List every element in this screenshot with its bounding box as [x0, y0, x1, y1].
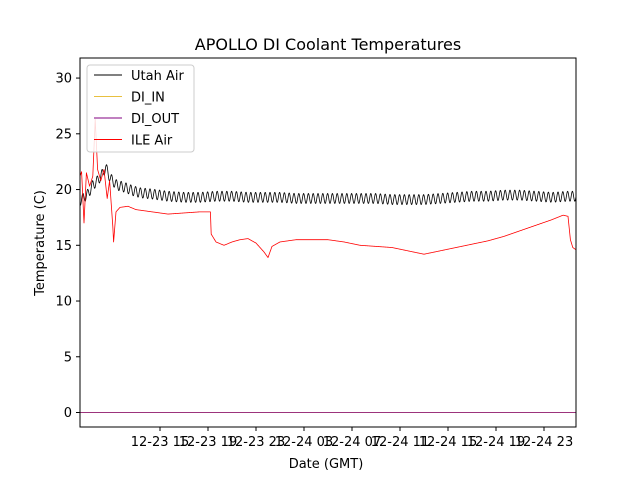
- x-tick-label: 12-24 19: [467, 435, 525, 450]
- x-tick-label: 12-23 19: [179, 435, 237, 450]
- y-tick-label: 0: [64, 406, 72, 421]
- legend-label: Utah Air: [131, 69, 184, 84]
- y-tick-label: 10: [55, 295, 72, 310]
- x-tick-label: 12-23 15: [131, 435, 189, 450]
- x-tick-label: 12-24 07: [323, 435, 381, 450]
- series-line-ile-air: [79, 118, 577, 258]
- x-tick-label: 12-24 15: [419, 435, 477, 450]
- series-line-utah-air: [79, 164, 577, 206]
- y-tick-label: 15: [55, 239, 72, 254]
- x-tick-label: 12-24 03: [275, 435, 333, 450]
- legend-label: DI_IN: [131, 91, 165, 106]
- y-tick-label: 20: [55, 183, 72, 198]
- legend-box: [86, 64, 195, 153]
- x-axis-label: Date (GMT): [289, 457, 364, 472]
- plot-frame: [79, 57, 577, 428]
- series-group: [79, 118, 577, 413]
- x-tick-label: 12-23 23: [227, 435, 285, 450]
- legend-label: DI_OUT: [131, 112, 179, 127]
- y-axis-label: Temperature (C): [33, 190, 48, 297]
- x-tick-label: 12-24 23: [515, 435, 573, 450]
- y-tick-label: 5: [64, 350, 72, 365]
- x-tick-label: 12-24 11: [371, 435, 429, 450]
- legend: Utah Air DI_IN DI_OUT ILE Air: [86, 64, 195, 153]
- chart-title: APOLLO DI Coolant Temperatures: [195, 35, 461, 54]
- legend-label: ILE Air: [131, 134, 173, 149]
- y-tick-label: 30: [55, 72, 72, 87]
- y-tick-label: 25: [55, 127, 72, 142]
